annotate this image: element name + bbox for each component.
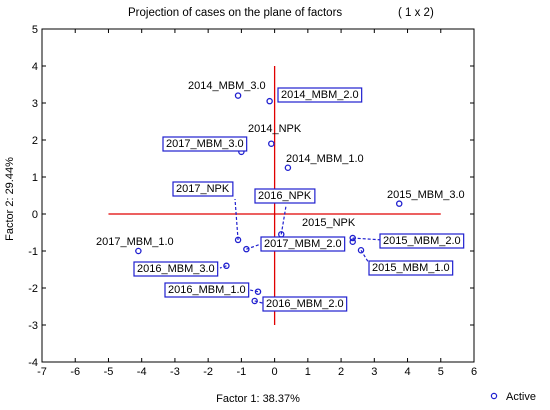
scatter-point <box>243 245 250 253</box>
y-tick-label: 4 <box>32 61 38 73</box>
point-label: 2016_MBM_3.0 <box>137 263 215 275</box>
scatter-point <box>349 238 356 245</box>
scatter-point <box>284 164 292 171</box>
y-tick-label: 3 <box>32 98 38 110</box>
point-label-box <box>133 261 219 277</box>
x-tick-label: -5 <box>104 366 114 378</box>
label-connector <box>234 198 239 240</box>
y-tick-label: -1 <box>28 246 38 258</box>
point-label: 2015_MBM_3.0 <box>387 189 465 201</box>
plot-frame <box>41 28 475 363</box>
point-label: 2015_MBM_1.0 <box>372 262 450 274</box>
scatter-point <box>251 297 258 305</box>
label-connector <box>280 205 287 235</box>
point-label: 2014_MBM_1.0 <box>286 153 364 165</box>
scatter-point <box>254 288 262 295</box>
legend-marker <box>490 392 498 400</box>
y-tick-label: 1 <box>32 172 38 184</box>
x-tick-label: -3 <box>170 366 180 378</box>
scatter-point <box>266 97 273 105</box>
scatter-point <box>135 247 142 255</box>
point-label-box <box>277 87 363 103</box>
point-label: 2017_MBM_3.0 <box>166 138 244 150</box>
point-label-box <box>368 260 454 276</box>
point-label: 2015_MBM_2.0 <box>383 235 461 247</box>
scatter-point <box>395 200 403 207</box>
label-connector <box>352 237 384 241</box>
y-tick-label: -4 <box>28 357 38 369</box>
x-tick-label: 5 <box>438 366 444 378</box>
point-label: 2017_NPK <box>176 183 230 195</box>
label-connector <box>254 300 267 305</box>
tick-layer: -7 -6 -5 -4 -3 -2 -1 0 1 2 3 4 5 6 -4 -3 -2 -1 0 1 2 3 4 5 <box>28 24 477 378</box>
scatter-point <box>234 236 242 244</box>
scatter-point <box>223 262 230 270</box>
chart-title-suffix: ( 1 x 2) <box>398 7 434 19</box>
x-tick-label: -2 <box>203 366 213 378</box>
point-label-box <box>172 181 234 197</box>
x-tick-label: 4 <box>404 366 410 378</box>
x-tick-label: -7 <box>37 366 47 378</box>
y-tick-label: -3 <box>28 320 38 332</box>
point-label: 2016_NPK <box>258 190 312 202</box>
point-label-box <box>379 233 465 249</box>
scatter-point <box>349 234 356 242</box>
point-label: 2017_MBM_1.0 <box>96 236 174 248</box>
y-tick-label: -2 <box>28 283 38 295</box>
point-label-box <box>162 136 248 152</box>
scatter-point <box>234 92 242 99</box>
scatter-point <box>357 247 365 254</box>
label-connector <box>249 289 259 293</box>
y-axis-label: Factor 2: 29.44% <box>4 157 16 241</box>
y-tick-label: 5 <box>32 24 38 36</box>
legend: Active <box>490 391 536 403</box>
point-label: 2014_MBM_3.0 <box>188 80 266 92</box>
x-axis-label: Factor 1: 38.37% <box>216 393 300 405</box>
point-label-box <box>254 188 316 204</box>
point-label: 2016_MBM_2.0 <box>266 298 344 310</box>
x-tick-label: 1 <box>305 366 311 378</box>
label-connector <box>219 265 227 269</box>
chart-title: Projection of cases on the plane of fact… <box>128 7 342 19</box>
point-label: 2017_MBM_2.0 <box>264 238 342 250</box>
point-label: 2016_MBM_1.0 <box>168 284 246 296</box>
y-tick-label: 2 <box>32 135 38 147</box>
x-tick-label: -6 <box>70 366 80 378</box>
labels-layer: 2014_MBM_3.0 2014_MBM_2.0 2014_NPK 2017_MBM… <box>96 80 465 312</box>
x-tick-label: 3 <box>371 366 377 378</box>
x-tick-label: 0 <box>272 366 278 378</box>
y-tick-label: 0 <box>32 209 38 221</box>
x-tick-label: -4 <box>137 366 147 378</box>
points-layer <box>135 92 403 305</box>
point-label-box <box>262 296 348 312</box>
x-tick-label: 6 <box>471 366 477 378</box>
point-label: 2014_MBM_2.0 <box>281 89 359 101</box>
x-tick-label: 2 <box>338 366 344 378</box>
x-tick-label: -1 <box>236 366 246 378</box>
point-label: 2014_NPK <box>248 123 302 135</box>
scatter-point <box>268 140 275 147</box>
point-label: 2015_NPK <box>302 217 356 229</box>
point-label-box <box>164 282 250 298</box>
legend-label: Active <box>506 391 536 403</box>
point-label-box <box>260 236 346 252</box>
